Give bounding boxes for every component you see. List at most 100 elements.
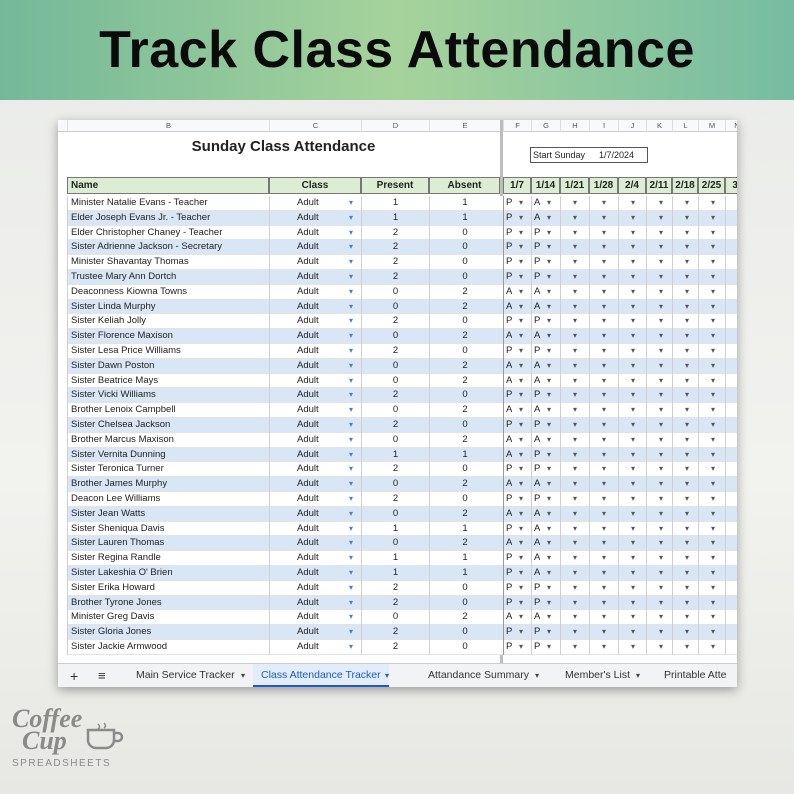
dropdown-arrow[interactable]: ▾ bbox=[631, 405, 636, 415]
dropdown-arrow[interactable]: ▾ bbox=[602, 494, 607, 503]
dropdown-arrow[interactable]: ▾ bbox=[349, 597, 354, 607]
dropdown-arrow[interactable]: ▾ bbox=[711, 464, 716, 474]
dropdown-arrow[interactable]: ▾ bbox=[659, 257, 664, 267]
dropdown-arrow[interactable]: ▾ bbox=[573, 286, 578, 296]
dropdown-arrow[interactable]: ▾ bbox=[519, 212, 524, 222]
dropdown-arrow[interactable]: ▾ bbox=[519, 642, 524, 651]
dropdown-arrow[interactable]: ▾ bbox=[349, 508, 354, 518]
dropdown-arrow[interactable]: ▾ bbox=[602, 479, 607, 489]
dropdown-arrow[interactable]: ▾ bbox=[547, 405, 552, 415]
dropdown-arrow[interactable]: ▾ bbox=[711, 257, 716, 267]
dropdown-arrow[interactable]: ▾ bbox=[631, 582, 636, 592]
dropdown-arrow[interactable]: ▾ bbox=[519, 508, 524, 518]
dropdown-arrow[interactable]: ▾ bbox=[631, 212, 636, 222]
dropdown-arrow[interactable]: ▾ bbox=[547, 331, 552, 341]
dropdown-arrow[interactable]: ▾ bbox=[711, 405, 716, 415]
dropdown-arrow[interactable]: ▾ bbox=[573, 272, 578, 281]
dropdown-arrow[interactable]: ▾ bbox=[631, 301, 636, 311]
dropdown-arrow[interactable]: ▾ bbox=[573, 508, 578, 518]
dropdown-arrow[interactable]: ▾ bbox=[711, 272, 716, 281]
dropdown-arrow[interactable]: ▾ bbox=[631, 227, 636, 237]
tab-arrow[interactable]: ▾ bbox=[535, 671, 540, 680]
dropdown-arrow[interactable]: ▾ bbox=[631, 390, 636, 400]
dropdown-arrow[interactable]: ▾ bbox=[685, 627, 690, 637]
dropdown-arrow[interactable]: ▾ bbox=[547, 198, 552, 207]
dropdown-arrow[interactable]: ▾ bbox=[349, 464, 354, 474]
dropdown-arrow[interactable]: ▾ bbox=[573, 553, 578, 563]
dropdown-arrow[interactable]: ▾ bbox=[519, 257, 524, 267]
dropdown-arrow[interactable]: ▾ bbox=[547, 316, 552, 326]
dropdown-arrow[interactable]: ▾ bbox=[602, 582, 607, 592]
dropdown-arrow[interactable]: ▾ bbox=[519, 301, 524, 311]
dropdown-arrow[interactable]: ▾ bbox=[631, 198, 636, 207]
dropdown-arrow[interactable]: ▾ bbox=[602, 316, 607, 326]
dropdown-arrow[interactable]: ▾ bbox=[659, 242, 664, 252]
dropdown-arrow[interactable]: ▾ bbox=[349, 494, 354, 503]
dropdown-arrow[interactable]: ▾ bbox=[659, 212, 664, 222]
dropdown-arrow[interactable]: ▾ bbox=[602, 612, 607, 622]
dropdown-arrow[interactable]: ▾ bbox=[659, 523, 664, 533]
dropdown-arrow[interactable]: ▾ bbox=[631, 479, 636, 489]
sheet-tab[interactable]: Attandance Summary bbox=[428, 669, 529, 681]
dropdown-arrow[interactable]: ▾ bbox=[631, 568, 636, 577]
dropdown-arrow[interactable]: ▾ bbox=[573, 479, 578, 489]
dropdown-arrow[interactable]: ▾ bbox=[631, 597, 636, 607]
dropdown-arrow[interactable]: ▾ bbox=[685, 523, 690, 533]
dropdown-arrow[interactable]: ▾ bbox=[602, 420, 607, 429]
dropdown-arrow[interactable]: ▾ bbox=[349, 582, 354, 592]
dropdown-arrow[interactable]: ▾ bbox=[573, 375, 578, 385]
dropdown-arrow[interactable]: ▾ bbox=[631, 508, 636, 518]
dropdown-arrow[interactable]: ▾ bbox=[685, 316, 690, 326]
dropdown-arrow[interactable]: ▾ bbox=[631, 494, 636, 503]
dropdown-arrow[interactable]: ▾ bbox=[547, 553, 552, 563]
dropdown-arrow[interactable]: ▾ bbox=[659, 420, 664, 429]
sheet-tab[interactable]: Member's List bbox=[565, 669, 631, 681]
dropdown-arrow[interactable]: ▾ bbox=[349, 390, 354, 400]
dropdown-arrow[interactable]: ▾ bbox=[349, 242, 354, 252]
dropdown-arrow[interactable]: ▾ bbox=[685, 612, 690, 622]
dropdown-arrow[interactable]: ▾ bbox=[685, 568, 690, 577]
dropdown-arrow[interactable]: ▾ bbox=[631, 257, 636, 267]
dropdown-arrow[interactable]: ▾ bbox=[631, 449, 636, 459]
dropdown-arrow[interactable]: ▾ bbox=[573, 346, 578, 355]
dropdown-arrow[interactable]: ▾ bbox=[711, 198, 716, 207]
dropdown-arrow[interactable]: ▾ bbox=[349, 553, 354, 563]
dropdown-arrow[interactable]: ▾ bbox=[685, 360, 690, 370]
dropdown-arrow[interactable]: ▾ bbox=[519, 523, 524, 533]
dropdown-arrow[interactable]: ▾ bbox=[573, 301, 578, 311]
dropdown-arrow[interactable]: ▾ bbox=[659, 553, 664, 563]
dropdown-arrow[interactable]: ▾ bbox=[631, 360, 636, 370]
dropdown-arrow[interactable]: ▾ bbox=[519, 479, 524, 489]
dropdown-arrow[interactable]: ▾ bbox=[659, 479, 664, 489]
dropdown-arrow[interactable]: ▾ bbox=[602, 301, 607, 311]
dropdown-arrow[interactable]: ▾ bbox=[547, 360, 552, 370]
dropdown-arrow[interactable]: ▾ bbox=[711, 479, 716, 489]
sheets-menu-icon[interactable]: ≡ bbox=[98, 668, 106, 683]
dropdown-arrow[interactable]: ▾ bbox=[349, 538, 354, 548]
dropdown-arrow[interactable]: ▾ bbox=[685, 449, 690, 459]
dropdown-arrow[interactable]: ▾ bbox=[602, 538, 607, 548]
dropdown-arrow[interactable]: ▾ bbox=[573, 494, 578, 503]
dropdown-arrow[interactable]: ▾ bbox=[659, 642, 664, 651]
tab-arrow[interactable]: ▾ bbox=[636, 671, 641, 680]
dropdown-arrow[interactable]: ▾ bbox=[547, 449, 552, 459]
dropdown-arrow[interactable]: ▾ bbox=[573, 523, 578, 533]
dropdown-arrow[interactable]: ▾ bbox=[547, 582, 552, 592]
dropdown-arrow[interactable]: ▾ bbox=[519, 568, 524, 577]
dropdown-arrow[interactable]: ▾ bbox=[573, 212, 578, 222]
dropdown-arrow[interactable]: ▾ bbox=[631, 346, 636, 355]
dropdown-arrow[interactable]: ▾ bbox=[349, 375, 354, 385]
dropdown-arrow[interactable]: ▾ bbox=[573, 597, 578, 607]
dropdown-arrow[interactable]: ▾ bbox=[685, 494, 690, 503]
dropdown-arrow[interactable]: ▾ bbox=[631, 375, 636, 385]
dropdown-arrow[interactable]: ▾ bbox=[573, 612, 578, 622]
dropdown-arrow[interactable]: ▾ bbox=[659, 316, 664, 326]
dropdown-arrow[interactable]: ▾ bbox=[711, 346, 716, 355]
dropdown-arrow[interactable]: ▾ bbox=[519, 434, 524, 444]
dropdown-arrow[interactable]: ▾ bbox=[547, 464, 552, 474]
dropdown-arrow[interactable]: ▾ bbox=[659, 346, 664, 355]
dropdown-arrow[interactable]: ▾ bbox=[519, 420, 524, 429]
dropdown-arrow[interactable]: ▾ bbox=[602, 642, 607, 651]
dropdown-arrow[interactable]: ▾ bbox=[685, 346, 690, 355]
dropdown-arrow[interactable]: ▾ bbox=[349, 642, 354, 651]
